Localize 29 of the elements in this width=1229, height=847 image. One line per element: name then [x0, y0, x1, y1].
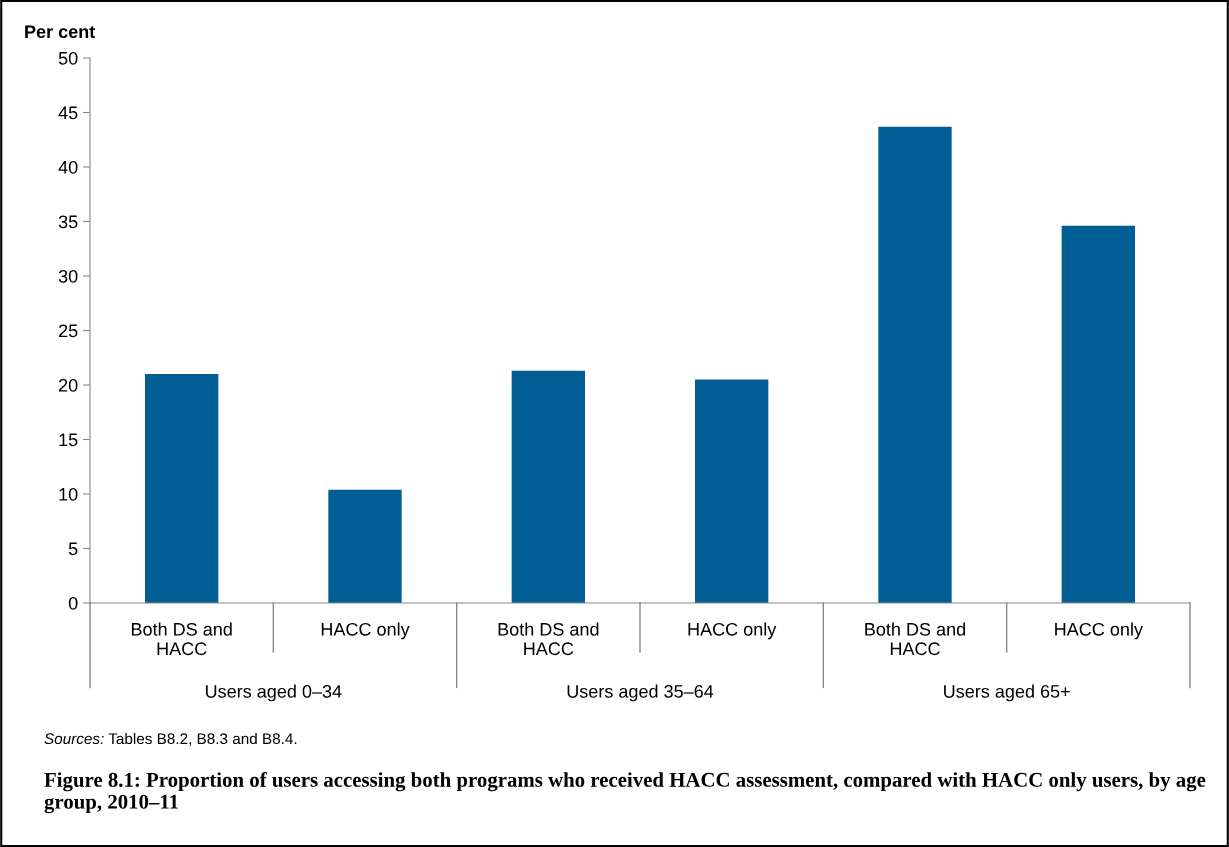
- text: Users aged 0–34: [205, 684, 342, 702]
- x-tick-label: Both DS and HACC: [865, 622, 966, 656]
- bar: [1061, 225, 1135, 603]
- bar: [878, 126, 952, 603]
- y-tick-label: 20: [59, 378, 78, 392]
- bar: [695, 379, 769, 603]
- y-tick-label: 10: [59, 487, 78, 501]
- bar: [145, 374, 219, 603]
- bar: [511, 370, 585, 603]
- y-tick-label: 15: [59, 433, 78, 447]
- y-tick-label: 0: [68, 596, 78, 610]
- y-tick-label: 35: [58, 215, 78, 229]
- y-tick-label: 5: [68, 542, 78, 556]
- y-tick-label: 50: [58, 51, 78, 65]
- bar: [328, 489, 402, 603]
- text: Users aged 65+: [944, 684, 1070, 702]
- text: Users aged 35–64: [567, 684, 714, 702]
- y-tick-label: 30: [58, 269, 78, 283]
- source-note: Sources: Tables B8.2, B8.3 and B8.4.: [44, 732, 297, 746]
- x-tick-label: HACC only: [321, 622, 410, 640]
- x-tick-label: Both DS and HACC: [131, 622, 232, 656]
- text: Figure 8.1: Proportion of users accessing both programs who received HACC assessment, compared with HACC only users, by age group, 2010–11: [44, 772, 1206, 814]
- y-tick-label: 40: [58, 160, 78, 174]
- x-tick-label: HACC only: [1055, 622, 1143, 640]
- y-axis-title: Per cent: [25, 25, 96, 39]
- y-tick-label: 25: [59, 324, 78, 338]
- y-tick-label: 45: [58, 106, 78, 120]
- x-tick-label: HACC only: [688, 622, 777, 640]
- x-tick-label: Both DS and HACC: [498, 622, 599, 656]
